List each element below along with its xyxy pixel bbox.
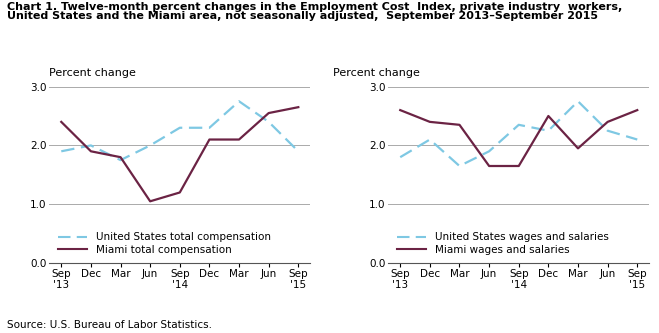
Legend: United States total compensation, Miami total compensation: United States total compensation, Miami …: [57, 231, 272, 256]
Text: Percent change: Percent change: [333, 68, 420, 78]
Legend: United States wages and salaries, Miami wages and salaries: United States wages and salaries, Miami …: [396, 231, 610, 256]
Text: Percent change: Percent change: [49, 68, 136, 78]
Text: United States and the Miami area, not seasonally adjusted,  September 2013–Septe: United States and the Miami area, not se…: [7, 11, 598, 21]
Text: Chart 1. Twelve-month percent changes in the Employment Cost  Index, private ind: Chart 1. Twelve-month percent changes in…: [7, 2, 622, 12]
Text: Source: U.S. Bureau of Labor Statistics.: Source: U.S. Bureau of Labor Statistics.: [7, 320, 212, 330]
